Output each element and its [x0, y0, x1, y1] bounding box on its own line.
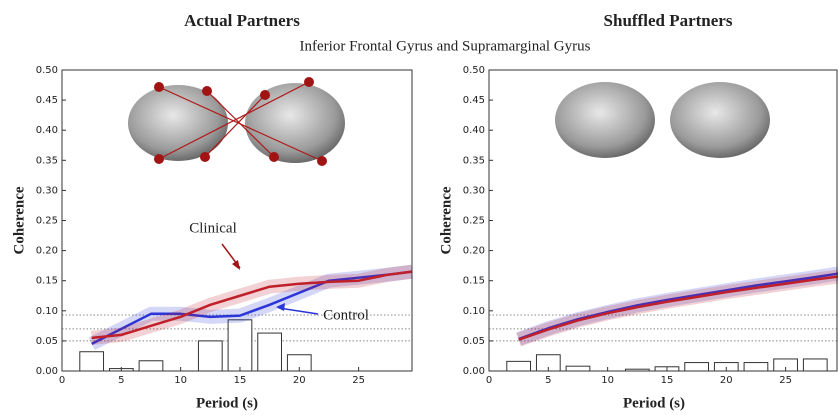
x-tick-label: 10 — [174, 375, 187, 386]
bar — [685, 363, 709, 371]
x-tick-label: 20 — [293, 375, 306, 386]
x-tick-label: 15 — [234, 375, 247, 386]
brain — [670, 82, 770, 158]
bar — [228, 320, 252, 371]
y-tick-label: 0.25 — [463, 216, 485, 227]
y-tick-label: 0.30 — [463, 185, 485, 196]
panel-title: Shuffled Partners — [604, 11, 733, 30]
brain — [555, 82, 655, 158]
y-tick-label: 0.20 — [36, 246, 58, 257]
x-axis-label: Period (s) — [623, 395, 685, 411]
y-tick-label: 0.10 — [463, 306, 485, 317]
bar — [139, 361, 163, 371]
y-tick-label: 0.05 — [36, 336, 58, 347]
bar — [507, 361, 531, 371]
panel-title: Actual Partners — [184, 11, 300, 30]
y-tick-label: 0.25 — [36, 216, 58, 227]
annotation: Clinical — [189, 220, 237, 236]
figure: Actual Partners Shuffled Partners Inferi… — [0, 0, 838, 415]
bar — [566, 366, 590, 371]
bar — [803, 359, 827, 371]
subtitle: Inferior Frontal Gyrus and Supramarginal… — [300, 38, 591, 54]
y-tick-label: 0.00 — [463, 366, 485, 377]
y-tick-label: 0.10 — [36, 306, 58, 317]
x-tick-label: 5 — [545, 375, 551, 386]
x-tick-label: 20 — [720, 375, 733, 386]
y-tick-label: 0.50 — [36, 65, 58, 76]
y-tick-label: 0.35 — [463, 155, 485, 166]
x-tick-label: 15 — [661, 375, 674, 386]
y-axis-label: Coherence — [438, 186, 454, 254]
y-tick-label: 0.00 — [36, 366, 58, 377]
bar — [80, 352, 104, 371]
bar — [198, 341, 222, 371]
y-tick-label: 0.50 — [463, 65, 485, 76]
x-tick-label: 10 — [601, 375, 614, 386]
y-tick-label: 0.40 — [36, 125, 58, 136]
x-tick-label: 0 — [59, 375, 65, 386]
y-axis-label: Coherence — [11, 186, 27, 254]
bar — [744, 363, 768, 371]
y-tick-label: 0.45 — [463, 95, 485, 106]
y-tick-label: 0.35 — [36, 155, 58, 166]
x-tick-label: 0 — [486, 375, 492, 386]
y-tick-label: 0.15 — [36, 276, 58, 287]
x-tick-label: 5 — [118, 375, 124, 386]
x-tick-label: 25 — [352, 375, 365, 386]
annotation: Control — [323, 307, 369, 323]
y-tick-label: 0.15 — [463, 276, 485, 287]
y-tick-label: 0.40 — [463, 125, 485, 136]
y-tick-label: 0.05 — [463, 336, 485, 347]
x-axis-label: Period (s) — [196, 395, 258, 411]
page: Actual Partners Shuffled Partners Inferi… — [0, 0, 838, 415]
y-tick-label: 0.30 — [36, 185, 58, 196]
bar — [258, 333, 282, 371]
x-tick-label: 25 — [779, 375, 792, 386]
y-tick-label: 0.45 — [36, 95, 58, 106]
y-tick-label: 0.20 — [463, 246, 485, 257]
